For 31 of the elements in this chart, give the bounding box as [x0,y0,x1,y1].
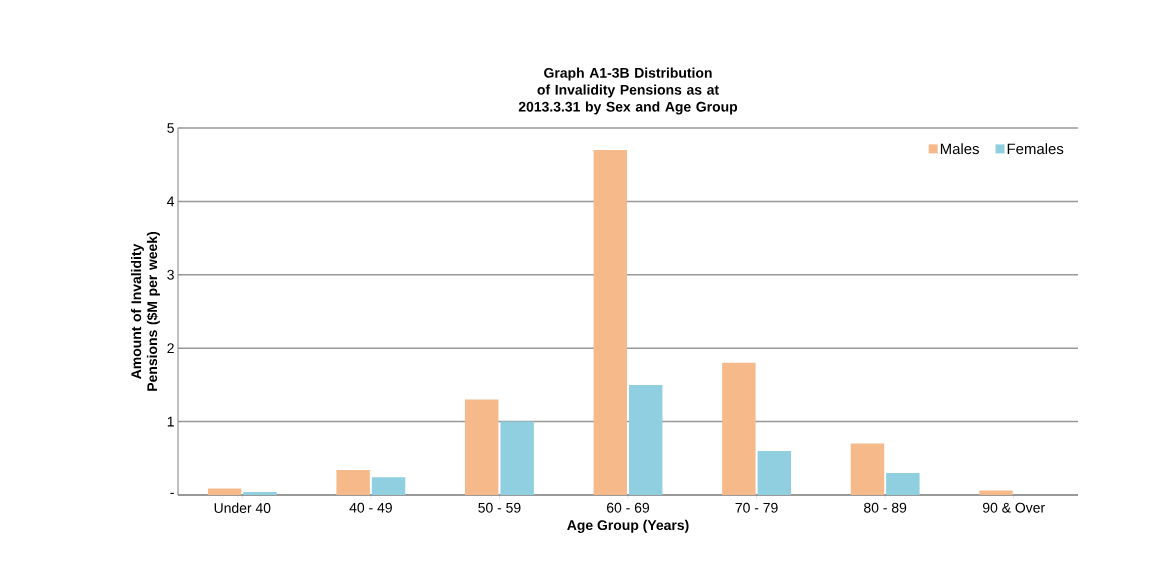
bar [371,477,406,495]
x-tick-label: 90 & Over [982,502,1045,513]
y-tick-label: 5 [167,123,174,133]
x-tick-label: Under 40 [214,502,271,513]
x-tick-label: 80 - 89 [864,502,907,513]
bar [757,450,792,495]
x-tick-label: 60 - 69 [607,502,650,513]
legend-label: Females [1007,143,1064,155]
bar [336,470,370,495]
y-axis-title: Amount of Invalidity Pensions ($M per week) [130,231,160,391]
y-tick-label: 3 [167,269,174,280]
bar [593,150,628,495]
x-tick-label: 40 - 49 [349,502,392,513]
bar [629,384,663,495]
y-tick-label: 4 [167,196,175,207]
bar [207,488,242,495]
chart-title: Graph A1-3B Distribution of Invalidity Pensions as at 2013.3.31 by Sex and Age Group [518,67,738,115]
x-tick-label: 50 - 59 [478,502,521,513]
bar [465,399,499,495]
y-tick-label: 2 [167,343,174,354]
bar [850,443,885,495]
legend-label: Males [940,143,979,155]
bar [500,421,534,495]
x-tick-label: 70 - 79 [735,502,778,513]
bar [243,492,277,495]
bar [722,362,756,495]
bar [979,490,1013,495]
bar [886,472,920,495]
y-tick-label: 1 [167,416,174,427]
x-axis-title: Age Group (Years) [567,519,689,533]
y-tick-label: - [170,492,174,494]
